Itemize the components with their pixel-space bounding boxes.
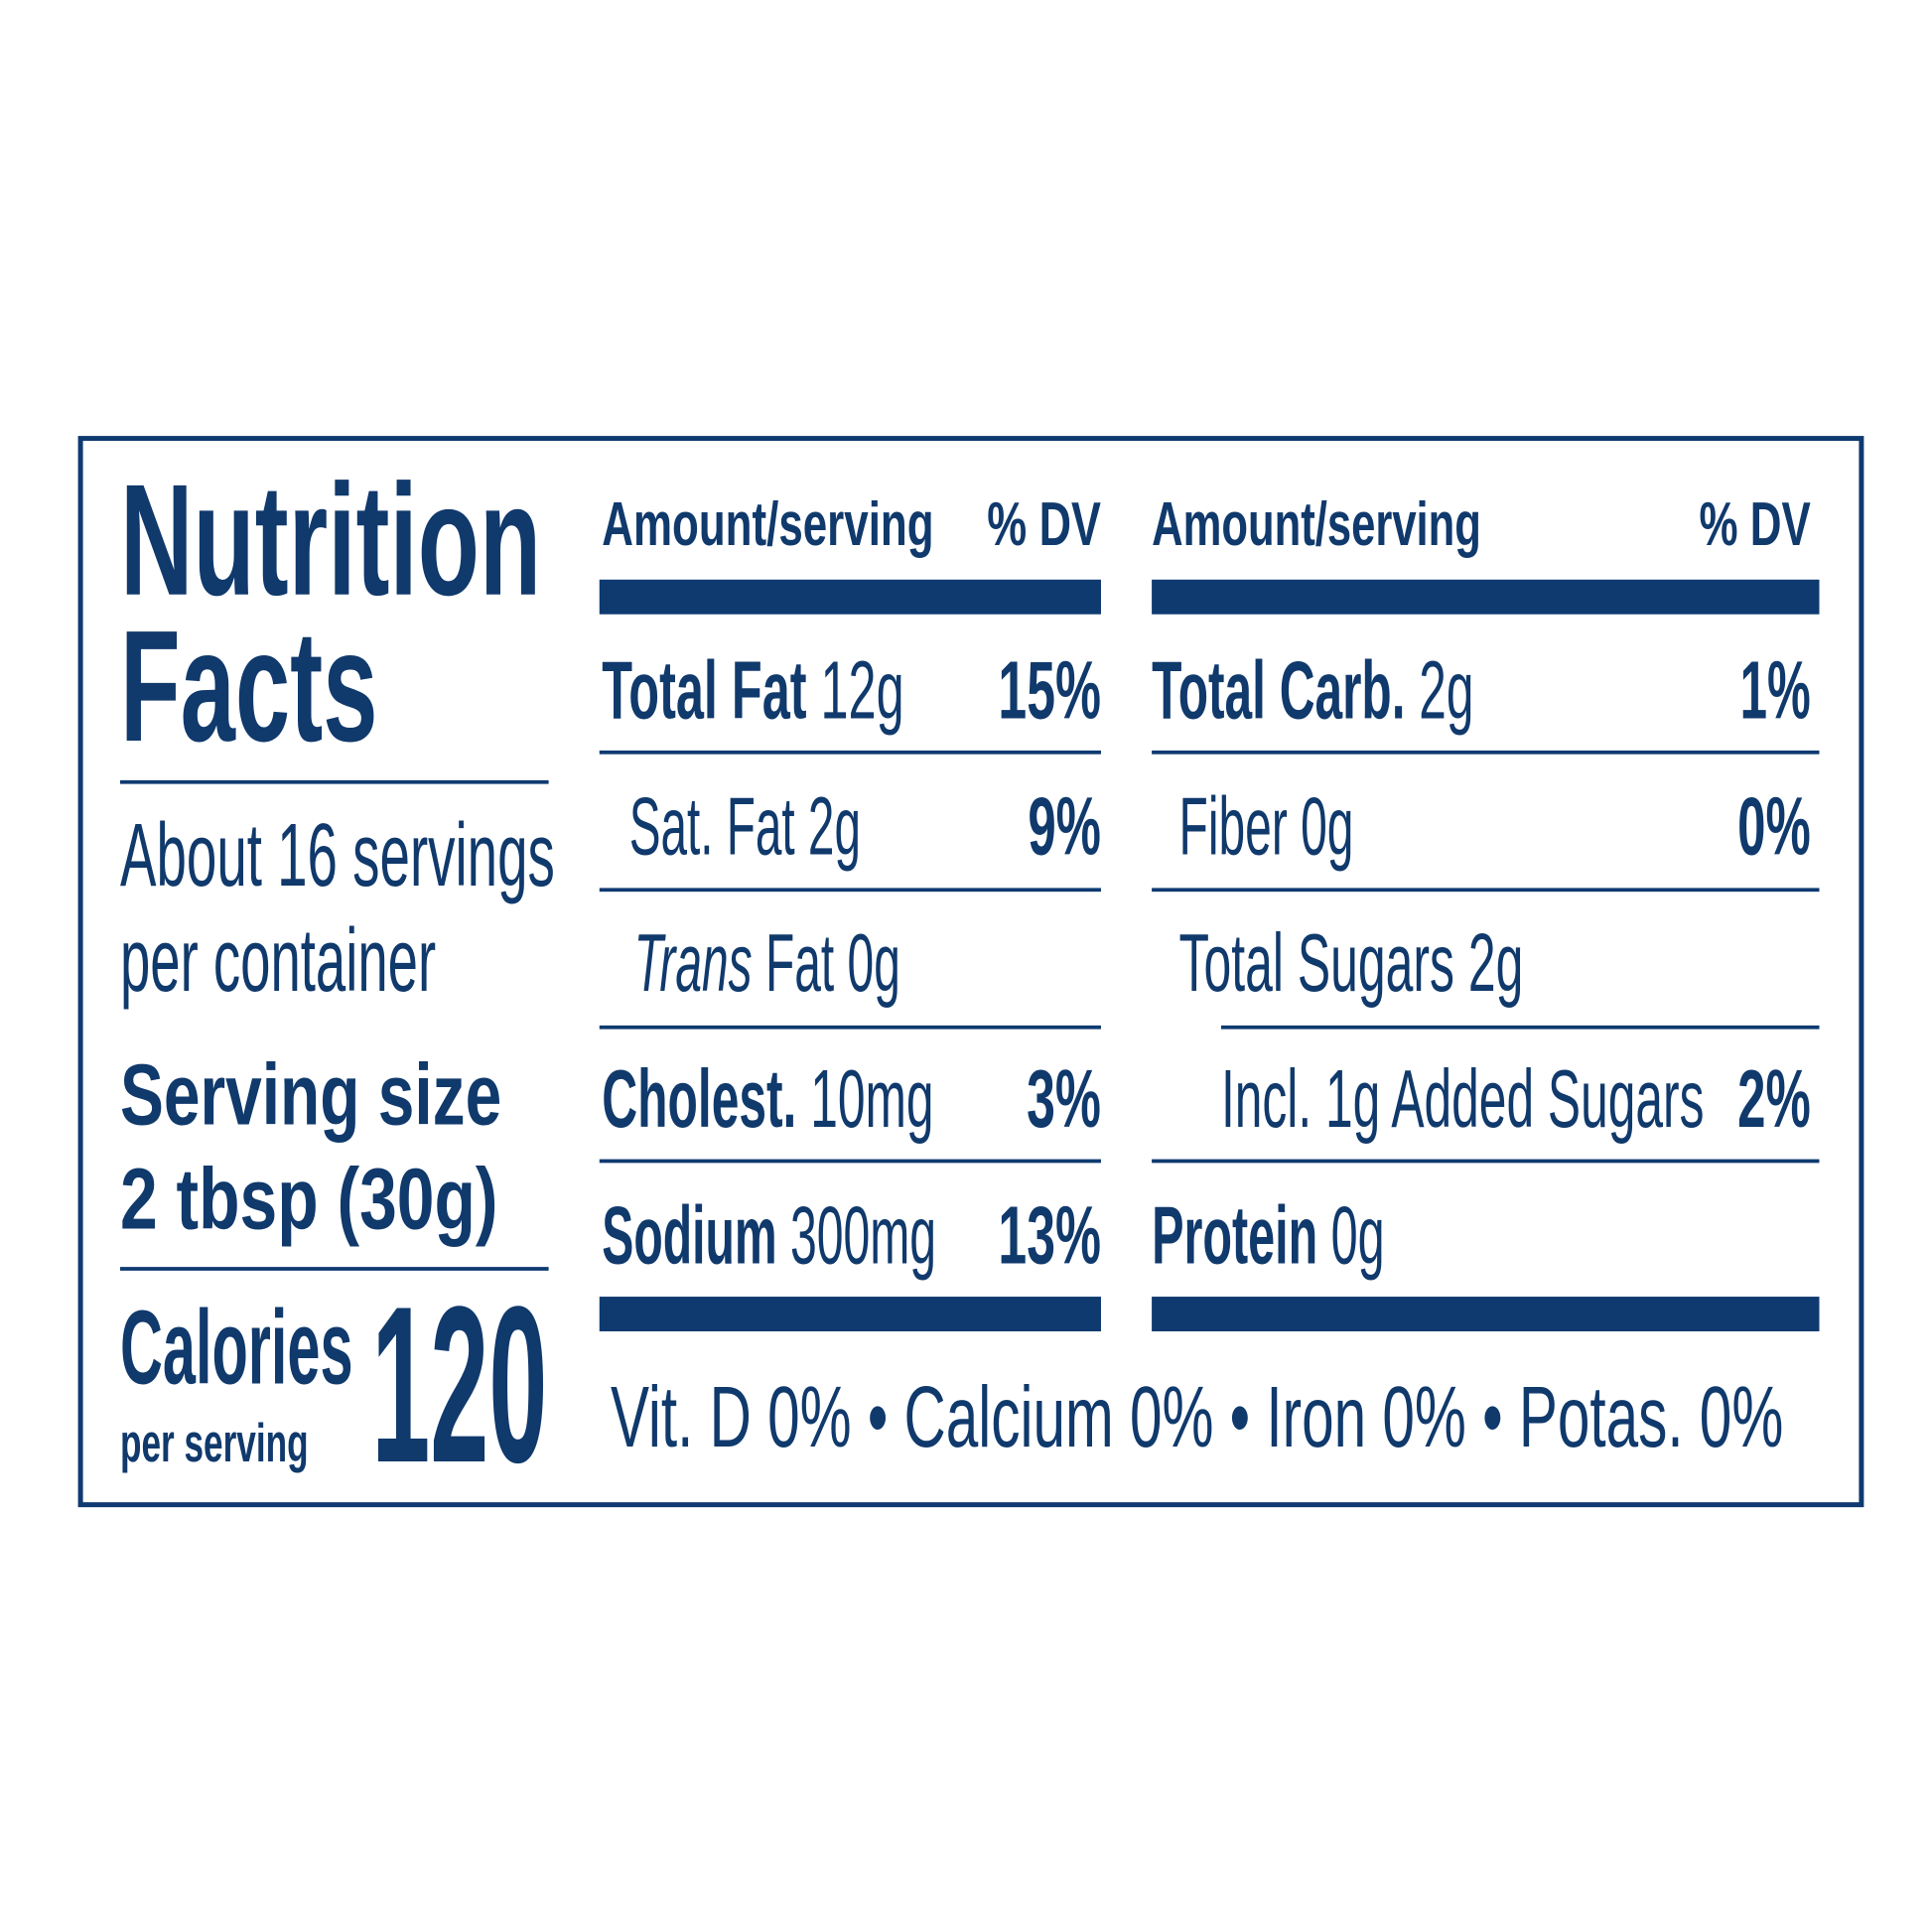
vitamins-footer: Vit. D 0% • Calcium 0% • Iron 0% • Potas…: [611, 1368, 1783, 1465]
nutrient-name: Protein: [1152, 1189, 1317, 1281]
nutrient-dv: 15%: [998, 645, 1101, 737]
servings: per container: [120, 911, 436, 1011]
servings: About 16 servings: [120, 806, 555, 905]
nutrient-dv: 13%: [998, 1189, 1101, 1281]
divider: [599, 1159, 1101, 1164]
nutrient-name: Sat. Fat: [629, 781, 795, 873]
column-header: % DV: [1699, 490, 1811, 559]
calories-label: Calories: [120, 1289, 353, 1406]
serving-size-label: Serving size: [120, 1046, 501, 1144]
serving-size-amount: 2 tbsp (30g): [120, 1150, 497, 1247]
nutrient-row: Cholest. 10mg: [602, 1053, 933, 1145]
nutrient-amount: 0g: [1331, 1189, 1385, 1281]
divider: [599, 750, 1101, 755]
nutrient-dv: 1%: [1740, 645, 1811, 737]
nutrient-row: Sodium 300mg: [602, 1189, 936, 1281]
nutrient-amount: Fat 0g: [765, 917, 900, 1009]
divider: [599, 888, 1101, 893]
title: Facts: [120, 597, 377, 774]
nutrient-row: Total Fat 12g: [602, 645, 903, 737]
nutrient-row: Fiber 0g: [1179, 781, 1354, 873]
nutrient-amount: 0g: [1301, 781, 1353, 873]
title: Nutrition: [120, 451, 541, 628]
nutrient-name: Sodium: [602, 1189, 776, 1281]
nutrient-amount: 12g: [821, 645, 904, 737]
nutrient-row: Protein 0g: [1152, 1189, 1385, 1281]
divider: [1152, 1159, 1820, 1164]
nutrient-dv: 0%: [1737, 781, 1811, 873]
nutrient-name: Total Sugars: [1179, 917, 1454, 1009]
nutrient-row: Trans Fat 0g: [634, 917, 900, 1009]
divider: [599, 1025, 1101, 1030]
nutrient-name: Total Carb.: [1152, 645, 1405, 737]
nutrient-amount: 2g: [808, 781, 861, 873]
calories-value: 120: [371, 1260, 547, 1509]
divider: [1220, 1025, 1820, 1030]
column-header: Amount/serving: [1152, 490, 1481, 559]
divider: [120, 779, 549, 784]
nutrient-dv: 9%: [1028, 781, 1101, 873]
divider: [1152, 888, 1820, 893]
nutrient-row: Sat. Fat 2g: [629, 781, 861, 873]
nutrient-name: Total Fat: [602, 645, 806, 737]
nutrient-row: Total Carb. 2g: [1152, 645, 1473, 737]
divider: [1152, 750, 1820, 755]
column-header: Amount/serving: [602, 490, 933, 559]
nutrient-amount: 2g: [1419, 645, 1473, 737]
nutrient-name: Trans: [634, 917, 753, 1009]
divider: [120, 1267, 549, 1271]
thick-bar: [1152, 579, 1820, 615]
column-header: % DV: [987, 490, 1101, 559]
nutrient-row: Total Sugars 2g: [1179, 917, 1524, 1009]
nutrient-amount: 10mg: [810, 1053, 933, 1145]
nutrient-name: Cholest.: [602, 1053, 796, 1145]
thick-bar: [599, 1297, 1101, 1331]
nutrient-amount: 300mg: [790, 1189, 936, 1281]
nutrient-amount: 2g: [1468, 917, 1524, 1009]
nutrient-dv: 2%: [1737, 1053, 1811, 1145]
nutrient-name: Fiber: [1179, 781, 1288, 873]
label-border: [77, 436, 1864, 1508]
nutrient-dv: 3%: [1027, 1053, 1101, 1145]
calories-sublabel: per serving: [120, 1412, 309, 1473]
nutrient-name: Incl. 1g Added Sugars: [1221, 1053, 1705, 1145]
thick-bar: [1152, 1297, 1820, 1331]
thick-bar: [599, 579, 1101, 615]
